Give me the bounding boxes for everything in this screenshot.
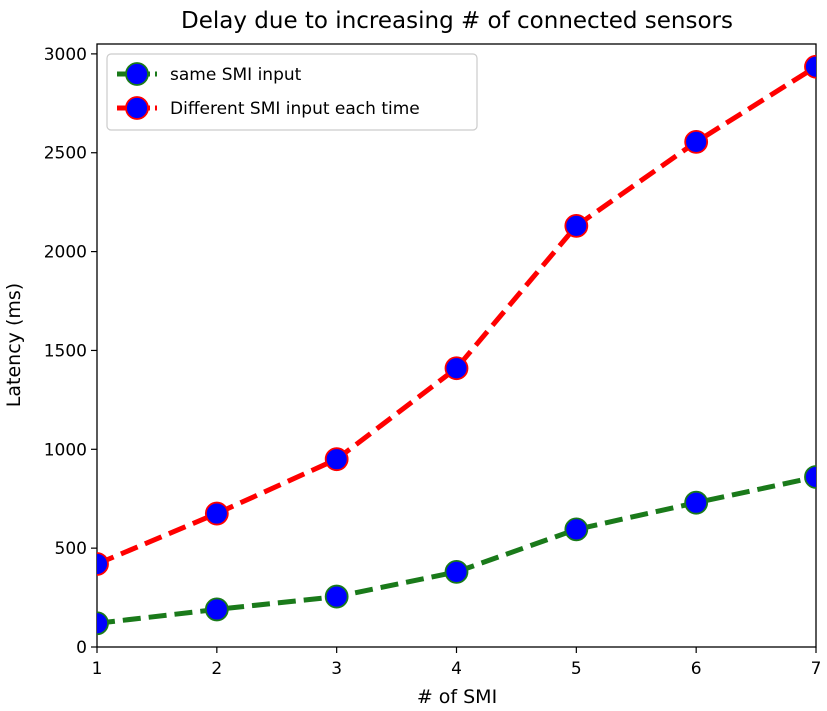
data-point-s2-6	[684, 129, 709, 154]
legend-box	[106, 53, 478, 131]
series-line-1	[97, 474, 816, 626]
x-tick-label-5: 5	[571, 659, 582, 679]
y-tick-label-500: 500	[55, 539, 87, 559]
legend-label-1: same SMI input	[170, 65, 302, 85]
y-tick-label-3000: 3000	[44, 45, 87, 65]
data-point-s1-3	[324, 584, 349, 609]
data-point-s1-7	[804, 465, 816, 489]
data-point-s1-5	[564, 517, 589, 542]
y-tick-label-1500: 1500	[44, 341, 87, 361]
legend-marker-2	[125, 96, 149, 120]
plot-area: 0 500 1000 1500 2000 2500 3000 1 2 3 4 5 6 7	[44, 43, 822, 679]
data-point-s2-2	[204, 501, 229, 526]
data-point-s2-1	[97, 552, 109, 576]
x-tick-label-6: 6	[691, 659, 702, 679]
y-tick-label-2000: 2000	[44, 243, 87, 263]
data-point-s1-6	[684, 490, 709, 515]
data-point-s2-4	[444, 356, 469, 381]
y-axis-label: Latency (ms)	[3, 283, 25, 407]
y-tick-label-0: 0	[76, 638, 87, 658]
x-tick-label-7: 7	[811, 659, 822, 679]
y-tick-label-2500: 2500	[44, 144, 87, 164]
x-tick-label-3: 3	[331, 659, 342, 679]
data-point-s1-2	[204, 597, 229, 622]
series-line-2	[97, 64, 816, 567]
data-point-s1-4	[444, 559, 469, 584]
legend-marker-1	[125, 62, 149, 86]
data-point-s2-5	[564, 213, 589, 238]
legend: same SMI input Different SMI input each t…	[106, 53, 478, 131]
x-tick-label-1: 1	[92, 659, 103, 679]
data-point-s2-7	[804, 54, 816, 79]
data-point-s2-3	[324, 447, 349, 472]
y-tick-label-1000: 1000	[44, 440, 87, 460]
legend-label-2: Different SMI input each time	[170, 99, 420, 119]
x-tick-label-4: 4	[451, 659, 462, 679]
x-axis-label: # of SMI	[417, 686, 497, 708]
data-point-s1-1	[97, 611, 109, 636]
series-group	[97, 54, 816, 636]
x-tick-label-2: 2	[211, 659, 222, 679]
chart-title: Delay due to increasing # of connected s…	[181, 8, 733, 34]
